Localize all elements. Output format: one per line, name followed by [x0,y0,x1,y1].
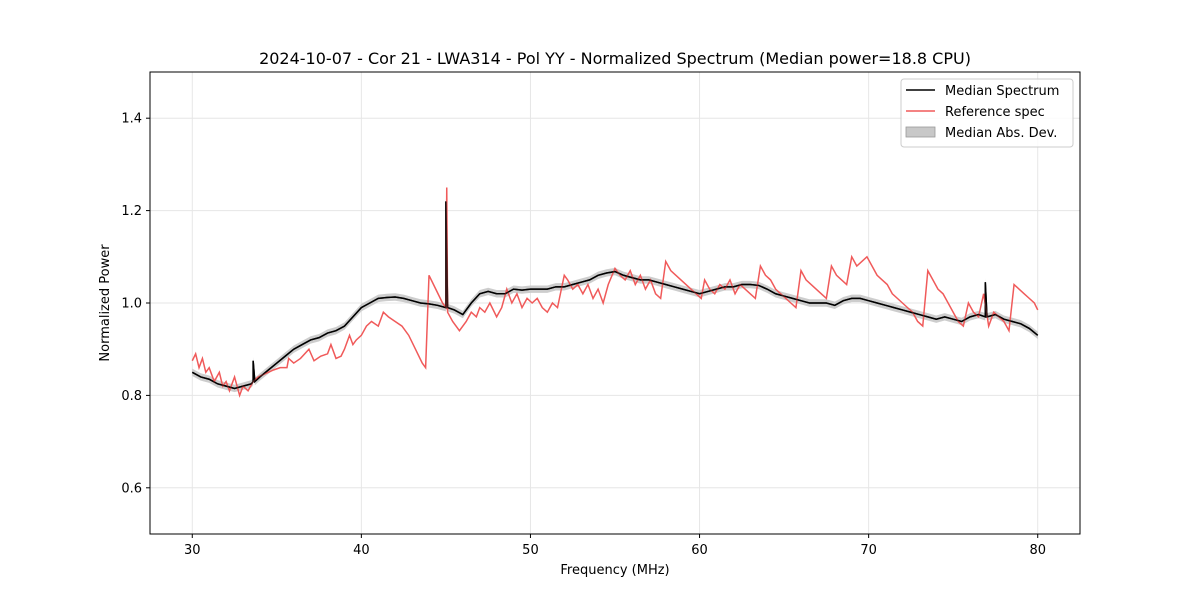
y-axis-label: Normalized Power [98,244,113,362]
legend: Median Spectrum Reference spec Median Ab… [900,78,1074,148]
x-tick-label: 70 [860,543,877,558]
x-axis-label: Frequency (MHz) [560,563,669,578]
x-tick-label: 50 [522,543,539,558]
y-tick-label: 1.4 [121,112,142,127]
x-axis: 30 40 50 60 70 80 [184,534,1046,558]
legend-mad-label: Median Abs. Dev. [945,126,1057,141]
x-tick-label: 80 [1029,543,1046,558]
x-tick-label: 60 [691,543,708,558]
legend-reference-label: Reference spec [945,105,1045,120]
legend-mad-patch-swatch [905,126,936,138]
x-tick-label: 40 [353,543,370,558]
y-tick-label: 0.6 [121,481,142,496]
reference-spec-line [191,187,1039,398]
x-tick-label: 30 [184,543,201,558]
y-tick-label: 0.8 [121,389,142,404]
y-tick-label: 1.2 [121,204,142,219]
y-tick-label: 1.0 [121,297,142,312]
y-axis: 0.6 0.8 1.0 1.2 1.4 [121,112,150,496]
chart-title: 2024-10-07 - Cor 21 - LWA314 - Pol YY - … [259,49,971,68]
legend-median-label: Median Spectrum [945,84,1059,99]
median-spectrum-spike-overlay [191,201,1039,390]
legend-box [900,78,1074,148]
